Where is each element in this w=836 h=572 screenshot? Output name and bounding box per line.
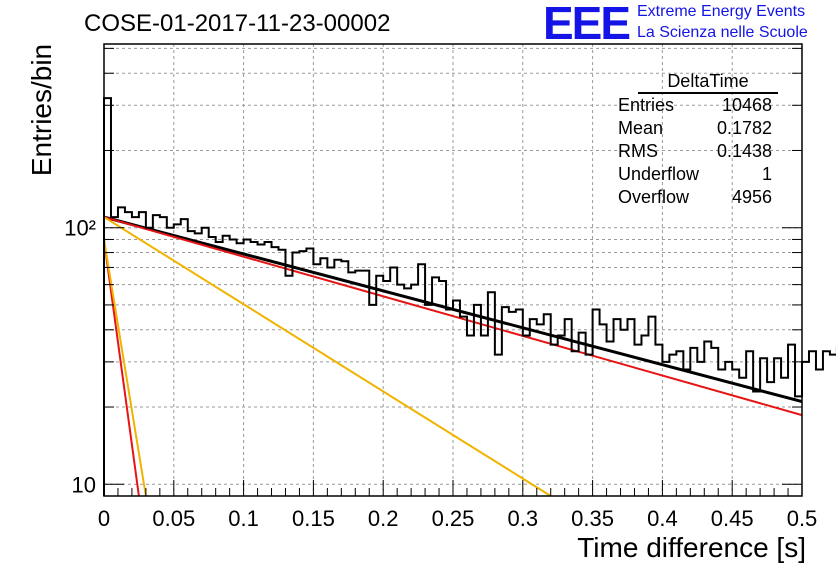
stats-label: Overflow [618, 187, 690, 207]
stats-value: 1 [761, 164, 772, 184]
stats-box: DeltaTime Entries 10468 Mean 0.1782 RMS … [610, 70, 778, 209]
x-tick-label: 0.25 [432, 506, 475, 531]
stats-label: Underflow [618, 164, 700, 184]
logo-line-2: La Scienza nelle Scuole [637, 24, 808, 41]
fit-line-fit-fast [103, 239, 140, 497]
stats-value: 0.1782 [716, 118, 772, 138]
plot-frame [103, 43, 803, 497]
x-tick-label: 0.4 [647, 506, 678, 531]
stats-row-rms: RMS 0.1438 [610, 140, 778, 163]
stats-label: Entries [618, 95, 675, 115]
x-axis-label: Time difference [s] [577, 532, 806, 563]
x-tick-label: 0.1 [228, 506, 259, 531]
x-tick-label: 0.05 [152, 506, 195, 531]
y-tick-label: 10² [64, 216, 96, 241]
stats-value: 0.1438 [716, 141, 772, 161]
fit-line-component-b [103, 216, 552, 497]
stats-value: 4956 [731, 187, 772, 207]
x-tick-label: 0.15 [292, 506, 335, 531]
x-tick-label: 0.35 [571, 506, 614, 531]
x-tick-label: 0.2 [368, 506, 399, 531]
fit-line-fit-slow [103, 216, 803, 417]
stats-value: 10468 [721, 95, 772, 115]
x-tick-label: 0.3 [508, 506, 539, 531]
x-tick-label: 0.45 [711, 506, 754, 531]
histogram-series [103, 97, 836, 496]
stats-label: RMS [618, 141, 658, 161]
fit-line-component-a [103, 239, 147, 497]
y-tick-label: 10 [72, 472, 96, 497]
stats-row-overflow: Overflow 4956 [610, 186, 778, 209]
chart-title: COSE-01-2017-11-23-00002 [84, 10, 391, 37]
x-tick-label: 0.5 [787, 506, 818, 531]
logo-line-1: Extreme Energy Events [637, 3, 806, 20]
stats-label: Mean [618, 118, 664, 138]
stats-row-mean: Mean 0.1782 [610, 117, 778, 140]
x-tick-label: 0 [98, 506, 110, 531]
stats-title: DeltaTime [638, 70, 778, 94]
axes: 0 0.05 0.1 0.15 0.2 0.25 0.3 0.35 0.4 0.45 0.51010… [64, 43, 818, 531]
stats-row-underflow: Underflow 1 [610, 163, 778, 186]
eee-logo: EEE [543, 0, 631, 49]
y-axis-label: Entries/bin [26, 43, 57, 177]
stats-row-entries: Entries 10468 [610, 94, 778, 117]
data-series [103, 97, 836, 497]
